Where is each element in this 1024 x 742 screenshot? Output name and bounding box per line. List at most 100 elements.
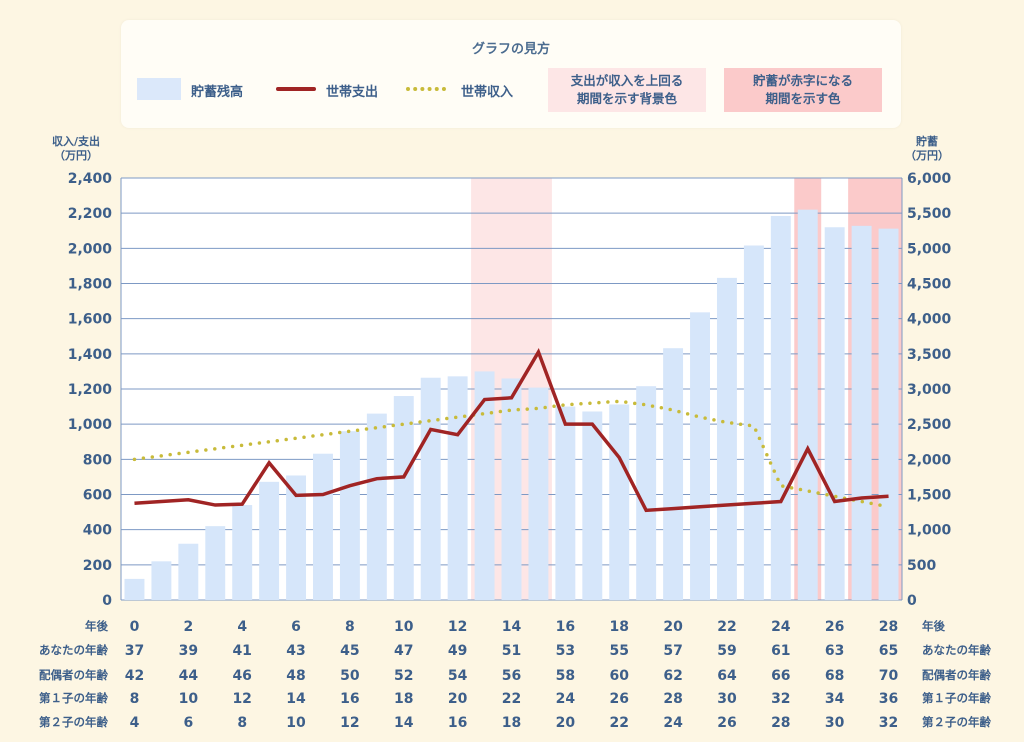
savings-bar bbox=[824, 227, 845, 600]
left-tick-label: 1,200 bbox=[68, 382, 113, 398]
savings-bar bbox=[286, 475, 307, 600]
income-line bbox=[132, 399, 891, 509]
row-value: 8 bbox=[237, 715, 247, 731]
row-value: 12 bbox=[340, 715, 359, 731]
row-value: 22 bbox=[502, 691, 521, 707]
row-label-right: 年後 bbox=[922, 619, 945, 633]
row-value: 49 bbox=[448, 643, 467, 659]
row-value: 0 bbox=[130, 619, 140, 635]
savings-bar bbox=[636, 386, 657, 600]
savings-bar bbox=[259, 481, 280, 600]
savings-bar bbox=[528, 387, 549, 600]
row-value: 10 bbox=[394, 619, 414, 635]
row-value: 55 bbox=[609, 643, 628, 659]
row-value: 66 bbox=[771, 668, 790, 684]
row-value: 24 bbox=[663, 715, 683, 731]
row-label-left: 年後 bbox=[85, 619, 108, 633]
left-tick-label: 1,000 bbox=[68, 417, 113, 433]
savings-bar bbox=[313, 453, 333, 600]
row-value: 52 bbox=[394, 668, 413, 684]
row-value: 30 bbox=[825, 715, 845, 731]
row-value: 22 bbox=[609, 715, 628, 731]
row-value: 58 bbox=[556, 668, 575, 684]
savings-swatch bbox=[137, 78, 181, 100]
row-value: 20 bbox=[448, 691, 468, 707]
row-value: 56 bbox=[502, 668, 521, 684]
right-tick-label: 500 bbox=[907, 558, 936, 574]
row-value: 16 bbox=[448, 715, 467, 731]
row-value: 14 bbox=[502, 619, 522, 635]
row-value: 36 bbox=[879, 691, 898, 707]
row-value: 8 bbox=[130, 691, 140, 707]
left-tick-label: 2,400 bbox=[68, 171, 113, 187]
savings-bar bbox=[743, 245, 764, 600]
row-label-left: 第１子の年齢 bbox=[39, 691, 108, 705]
row-value: 16 bbox=[340, 691, 359, 707]
row-label-right: 第１子の年齢 bbox=[922, 691, 991, 705]
row-value: 28 bbox=[771, 715, 790, 731]
row-value: 41 bbox=[232, 643, 251, 659]
expense-legend-label: 世帯支出 bbox=[326, 85, 379, 100]
savings-bar bbox=[474, 371, 495, 600]
left-tick-label: 1,600 bbox=[68, 312, 113, 328]
deficit-legend-line1: 貯蓄が赤字になる bbox=[752, 73, 853, 88]
row-value: 64 bbox=[717, 668, 737, 684]
left-tick-label: 1,400 bbox=[68, 347, 113, 363]
savings-bar bbox=[555, 406, 576, 600]
overspend-period-legend: 支出が収入を上回る 期間を示す背景色 bbox=[548, 68, 706, 112]
savings-bar bbox=[366, 413, 387, 600]
row-value: 46 bbox=[232, 668, 251, 684]
deficit-legend-line2: 期間を示す色 bbox=[765, 91, 841, 106]
row-value: 18 bbox=[394, 691, 413, 707]
row-value: 70 bbox=[879, 668, 899, 684]
row-value: 2 bbox=[183, 619, 193, 635]
row-value: 32 bbox=[771, 691, 790, 707]
deficit-period-legend: 貯蓄が赤字になる 期間を示す色 bbox=[724, 68, 882, 112]
row-value: 18 bbox=[609, 619, 628, 635]
row-value: 28 bbox=[663, 691, 682, 707]
row-value: 59 bbox=[717, 643, 736, 659]
right-tick-label: 4,000 bbox=[907, 312, 952, 328]
right-tick-label: 2,000 bbox=[907, 452, 952, 468]
row-value: 43 bbox=[286, 643, 305, 659]
row-value: 22 bbox=[717, 619, 736, 635]
left-tick-label: 200 bbox=[83, 558, 112, 574]
right-tick-label: 3,500 bbox=[907, 347, 952, 363]
left-tick-label: 2,000 bbox=[68, 241, 113, 257]
row-value: 8 bbox=[345, 619, 355, 635]
row-value: 10 bbox=[286, 715, 306, 731]
savings-bar bbox=[582, 411, 603, 600]
savings-bar bbox=[151, 561, 172, 600]
row-label-right: 第２子の年齢 bbox=[922, 715, 991, 729]
row-value: 62 bbox=[663, 668, 682, 684]
row-value: 6 bbox=[291, 619, 301, 635]
savings-legend-label: 貯蓄残高 bbox=[191, 85, 244, 100]
income-swatch bbox=[406, 87, 446, 91]
left-tick-label: 2,200 bbox=[68, 206, 113, 222]
savings-bar bbox=[609, 404, 630, 600]
row-value: 26 bbox=[609, 691, 628, 707]
row-label-right: 配偶者の年齢 bbox=[922, 668, 991, 682]
right-tick-label: 0 bbox=[907, 593, 917, 609]
row-value: 37 bbox=[125, 643, 144, 659]
right-tick-label: 5,000 bbox=[907, 241, 952, 257]
right-tick-label: 3,000 bbox=[907, 382, 952, 398]
row-value: 14 bbox=[286, 691, 306, 707]
row-label-left: あなたの年齢 bbox=[39, 643, 108, 657]
row-value: 50 bbox=[340, 668, 360, 684]
row-value: 42 bbox=[125, 668, 144, 684]
left-tick-label: 400 bbox=[83, 523, 112, 539]
row-value: 63 bbox=[825, 643, 844, 659]
row-value: 24 bbox=[771, 619, 791, 635]
row-value: 20 bbox=[663, 619, 683, 635]
row-value: 24 bbox=[556, 691, 576, 707]
row-value: 20 bbox=[556, 715, 576, 731]
left-tick-label: 0 bbox=[102, 593, 112, 609]
left-axis-title-line2: （万円） bbox=[54, 149, 99, 162]
row-value: 48 bbox=[286, 668, 305, 684]
savings-bar bbox=[339, 431, 360, 600]
savings-bar bbox=[501, 378, 522, 600]
row-label-right: あなたの年齢 bbox=[922, 643, 991, 657]
row-label-left: 第２子の年齢 bbox=[39, 715, 108, 729]
